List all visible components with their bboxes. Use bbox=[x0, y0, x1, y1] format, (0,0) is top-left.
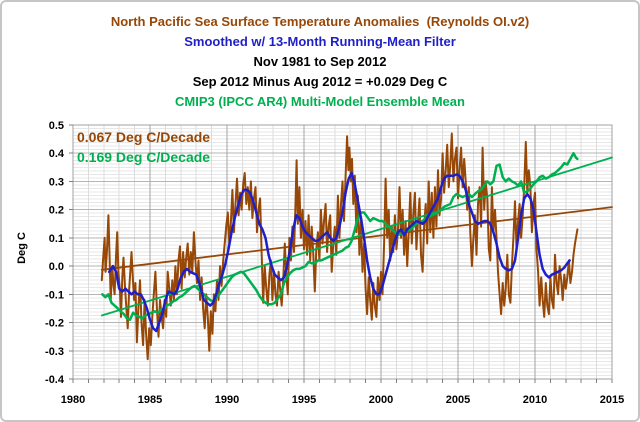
y-tick-label: -0.3 bbox=[45, 346, 64, 358]
title-line-1: North Pacific Sea Surface Temperature An… bbox=[110, 14, 530, 29]
title-line-3: Nov 1981 to Sep 2012 bbox=[253, 54, 387, 69]
x-tick-label: 2015 bbox=[600, 394, 624, 406]
y-tick-label: 0.0 bbox=[49, 261, 64, 273]
y-tick-label: 0.5 bbox=[49, 120, 64, 132]
x-tick-label: 2005 bbox=[446, 394, 470, 406]
x-tick-label: 2000 bbox=[369, 394, 393, 406]
title-line-5: CMIP3 (IPCC AR4) Multi-Model Ensemble Me… bbox=[175, 94, 465, 109]
y-tick-label: -0.4 bbox=[45, 374, 65, 386]
x-tick-label: 1990 bbox=[215, 394, 239, 406]
x-tick-label: 2010 bbox=[523, 394, 547, 406]
x-tick-label: 1985 bbox=[138, 394, 162, 406]
title-block: North Pacific Sea Surface Temperature An… bbox=[2, 12, 638, 112]
plot-border bbox=[72, 124, 613, 380]
x-tick-label: 1995 bbox=[292, 394, 316, 406]
y-tick-label: 0.3 bbox=[49, 176, 64, 188]
y-tick-label: 0.1 bbox=[49, 233, 64, 245]
title-line-2: Smoothed w/ 13-Month Running-Mean Filter bbox=[184, 34, 456, 49]
y-tick-label: 0.2 bbox=[49, 205, 64, 217]
cmip3-multi-model-mean bbox=[101, 151, 579, 321]
y-tick-label: -0.2 bbox=[45, 318, 64, 330]
y-tick-label: -0.1 bbox=[45, 289, 64, 301]
y-axis-title: Deg C bbox=[16, 232, 28, 264]
x-tick-label: 1980 bbox=[61, 394, 85, 406]
y-tick-label: 0.4 bbox=[49, 148, 65, 160]
sst-linear-trend bbox=[100, 206, 613, 271]
trend-annotation-cmip3: 0.169 Deg C/Decade bbox=[77, 149, 211, 165]
sst-anomalies-13mo-smoothed bbox=[107, 171, 571, 333]
sst-anomalies-monthly bbox=[100, 132, 579, 361]
cmip3-linear-trend bbox=[100, 156, 613, 317]
trend-annotation-sst: 0.067 Deg C/Decade bbox=[77, 129, 211, 145]
title-line-4: Sep 2012 Minus Aug 2012 = +0.029 Deg C bbox=[192, 74, 448, 89]
